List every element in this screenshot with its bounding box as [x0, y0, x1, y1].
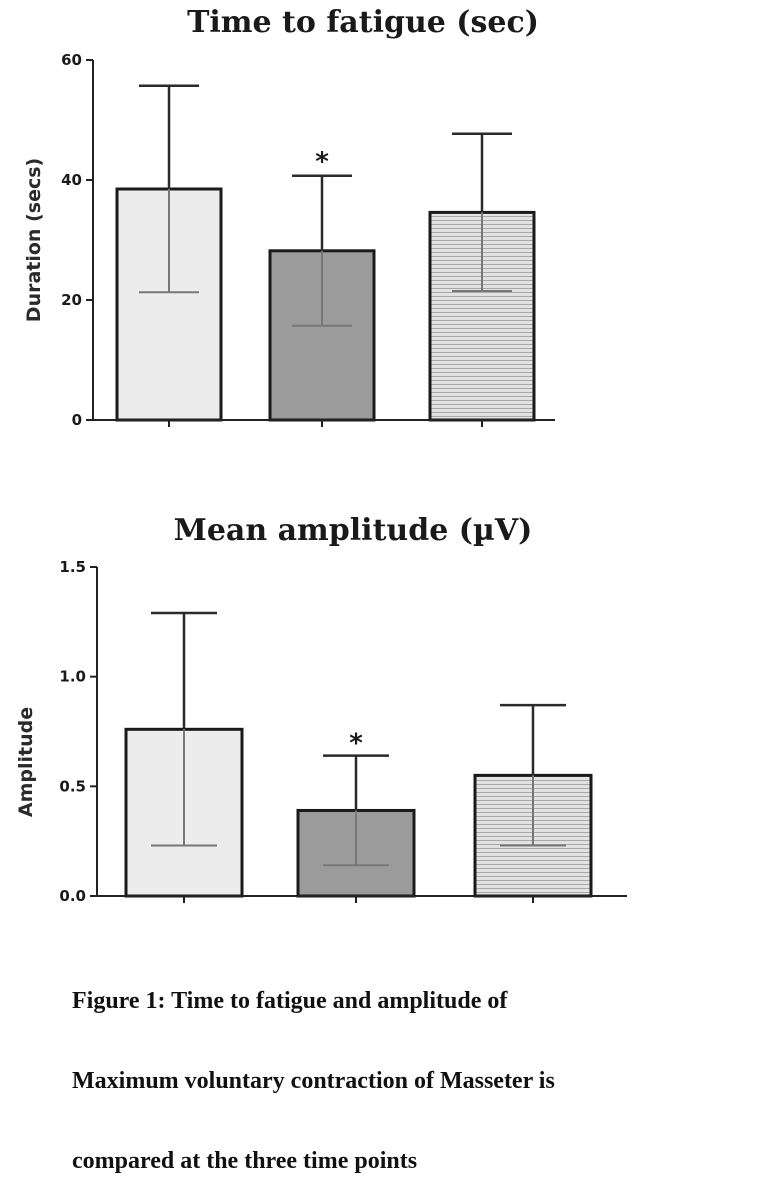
bars: * — [124, 611, 593, 903]
caption-line-3: compared at the three time points — [72, 1148, 418, 1174]
y-tick-label: 0.0 — [59, 887, 86, 905]
significance-marker: * — [315, 147, 329, 177]
chart-mean-amplitude: Mean amplitude (µV) Amplitude 0.0 0.5 1.0 1… — [15, 513, 627, 905]
y-tick-label: 60 — [61, 51, 82, 69]
chart-title: Time to fatigue (sec) — [187, 5, 539, 40]
y-tick-label: 0 — [72, 411, 82, 429]
y-axis-label: Amplitude — [15, 707, 37, 817]
caption-line-2: Maximum voluntary contraction of Massete… — [72, 1068, 555, 1094]
y-axis-ticks: 0 20 40 60 — [61, 51, 93, 429]
significance-marker: * — [349, 729, 363, 759]
bars: * — [115, 84, 536, 427]
y-tick-label: 40 — [61, 171, 82, 189]
y-tick-label: 1.5 — [59, 558, 86, 576]
y-tick-label: 20 — [61, 291, 82, 309]
chart-title: Mean amplitude (µV) — [174, 513, 533, 548]
chart-time-to-fatigue: Time to fatigue (sec) Duration (secs) 0 2… — [23, 5, 555, 429]
y-tick-label: 0.5 — [59, 777, 86, 795]
y-axis-label: Duration (secs) — [23, 158, 45, 322]
y-tick-label: 1.0 — [59, 668, 86, 686]
figure-canvas: Time to fatigue (sec) Duration (secs) 0 2… — [15, 5, 627, 905]
caption-line-1: Figure 1: Time to fatigue and amplitude … — [72, 988, 508, 1014]
y-axis-ticks: 0.0 0.5 1.0 1.5 — [59, 558, 97, 905]
